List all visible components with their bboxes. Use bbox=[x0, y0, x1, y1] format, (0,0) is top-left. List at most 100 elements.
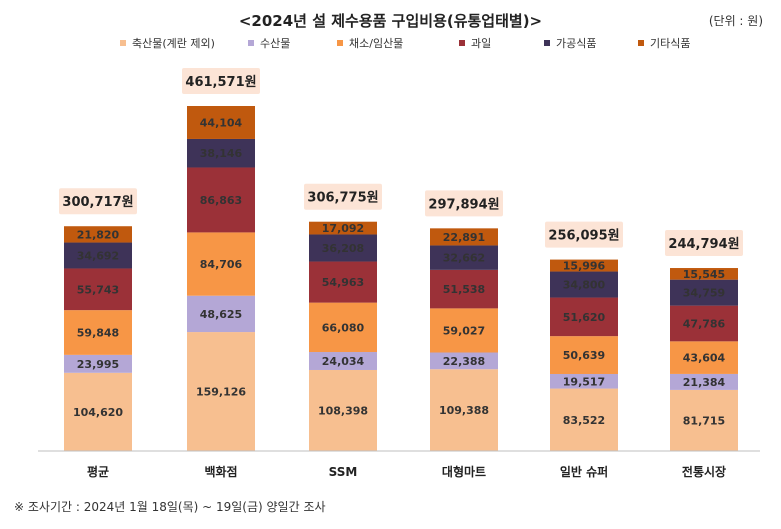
total-box-2 bbox=[182, 68, 260, 95]
segment-value-1-6: 21,820 bbox=[77, 228, 120, 241]
legend-label-2: 수산물 bbox=[260, 37, 290, 50]
segment-value-4-5: 32,662 bbox=[443, 252, 485, 265]
bar-segment-2-6 bbox=[187, 106, 255, 139]
segment-value-4-1: 109,388 bbox=[439, 404, 489, 417]
segment-value-2-4: 86,863 bbox=[200, 194, 242, 207]
segment-value-3-6: 17,092 bbox=[322, 222, 364, 235]
category-label-6: 전통시장 bbox=[682, 464, 726, 479]
bar-segment-3-5 bbox=[309, 234, 377, 262]
segment-value-2-1: 159,126 bbox=[196, 386, 246, 399]
legend-swatch-1 bbox=[120, 40, 126, 46]
bar-segment-5-5 bbox=[550, 271, 618, 298]
bar-segment-3-4 bbox=[309, 261, 377, 303]
bar-segment-2-4 bbox=[187, 167, 255, 233]
segment-value-1-5: 34,692 bbox=[77, 250, 119, 263]
category-label-4: 대형마트 bbox=[442, 464, 486, 479]
bar-segment-3-1 bbox=[309, 369, 377, 451]
legend-swatch-4 bbox=[459, 40, 465, 46]
segment-value-3-5: 36,208 bbox=[322, 242, 364, 255]
segment-value-3-1: 108,398 bbox=[318, 404, 368, 417]
chart-title: <2024년 설 제수용품 구입비용(유통업태별)> bbox=[238, 12, 543, 30]
bar-segment-5-3 bbox=[550, 336, 618, 374]
legend-swatch-6 bbox=[638, 40, 644, 46]
segment-value-4-3: 59,027 bbox=[443, 324, 485, 337]
legend: 축산물(계란 제외) 수산물 채소/임산물 과일 가공식품 기타식품 bbox=[120, 36, 690, 50]
bar-segment-5-1 bbox=[550, 388, 618, 451]
segment-value-2-3: 84,706 bbox=[200, 258, 243, 271]
bar-segment-4-2 bbox=[430, 352, 498, 370]
segment-value-3-3: 66,080 bbox=[322, 321, 365, 334]
total-box-6 bbox=[665, 230, 743, 257]
bar-segment-4-3 bbox=[430, 308, 498, 353]
total-label-6: 244,794원 bbox=[668, 237, 739, 252]
unit-label: (단위 : 원) bbox=[708, 14, 763, 28]
segment-value-6-4: 47,786 bbox=[683, 317, 726, 330]
segment-value-1-2: 23,995 bbox=[77, 358, 119, 371]
segment-value-5-4: 51,620 bbox=[563, 311, 606, 324]
segment-value-5-2: 19,517 bbox=[563, 375, 605, 388]
bar-segment-4-4 bbox=[430, 269, 498, 309]
labels: 104,620 23,995 59,848 55,743 34,692 21,820 300… bbox=[59, 68, 743, 479]
total-box-5 bbox=[545, 221, 623, 248]
category-label-3: SSM bbox=[329, 465, 358, 479]
bar-segment-3-6 bbox=[309, 221, 377, 235]
segment-value-2-5: 38,146 bbox=[200, 147, 243, 160]
bar-segment-6-4 bbox=[670, 305, 738, 342]
bar-segment-2-2 bbox=[187, 295, 255, 333]
bar-segment-4-1 bbox=[430, 369, 498, 451]
total-box-4 bbox=[425, 190, 503, 217]
bar-segment-3-3 bbox=[309, 302, 377, 353]
segment-value-5-5: 34,800 bbox=[563, 279, 606, 292]
bar-segment-4-5 bbox=[430, 245, 498, 270]
total-label-3: 306,775원 bbox=[307, 191, 378, 206]
bar-segment-1-1 bbox=[64, 372, 132, 451]
bar-segment-1-5 bbox=[64, 242, 132, 269]
bar-segment-6-2 bbox=[670, 373, 738, 390]
bar-segment-5-2 bbox=[550, 373, 618, 389]
total-box-3 bbox=[304, 183, 382, 210]
legend-swatch-2 bbox=[248, 40, 254, 46]
bar-segment-6-5 bbox=[670, 279, 738, 306]
bar-segment-2-1 bbox=[187, 332, 255, 451]
bar-segment-5-6 bbox=[550, 259, 618, 272]
category-label-2: 백화점 bbox=[204, 464, 237, 479]
legend-label-3: 채소/임산물 bbox=[349, 37, 403, 50]
segment-value-6-1: 81,715 bbox=[683, 414, 725, 427]
segment-value-2-2: 48,625 bbox=[200, 308, 242, 321]
segment-value-1-1: 104,620 bbox=[73, 406, 123, 419]
category-label-1: 평균 bbox=[87, 465, 109, 479]
total-label-5: 256,095원 bbox=[548, 229, 619, 244]
bar-segment-6-3 bbox=[670, 341, 738, 374]
legend-swatch-3 bbox=[337, 40, 343, 46]
bar-segment-1-3 bbox=[64, 310, 132, 355]
segment-value-6-5: 34,759 bbox=[683, 287, 725, 300]
total-label-4: 297,894원 bbox=[428, 197, 499, 212]
segment-value-3-4: 54,963 bbox=[322, 276, 364, 289]
total-box-1 bbox=[59, 188, 137, 215]
bar-segment-1-4 bbox=[64, 268, 132, 311]
total-label-2: 461,571원 bbox=[185, 75, 256, 90]
legend-label-4: 과일 bbox=[471, 36, 491, 50]
segment-value-1-3: 59,848 bbox=[77, 327, 119, 340]
bar-segment-2-5 bbox=[187, 138, 255, 168]
segment-value-6-3: 43,604 bbox=[683, 352, 726, 365]
segment-value-4-2: 22,388 bbox=[443, 355, 485, 368]
legend-label-5: 가공식품 bbox=[556, 37, 596, 50]
bar-segment-6-1 bbox=[670, 389, 738, 451]
segment-value-5-3: 50,639 bbox=[563, 349, 605, 362]
segment-value-6-2: 21,384 bbox=[683, 376, 726, 389]
bars bbox=[64, 106, 738, 451]
segment-value-2-6: 44,104 bbox=[200, 116, 243, 129]
bar-segment-1-2 bbox=[64, 354, 132, 373]
legend-swatch-5 bbox=[544, 40, 550, 46]
segment-value-4-6: 22,891 bbox=[443, 231, 485, 244]
footnote: ※ 조사기간 : 2024년 1월 18일(목) ~ 19일(금) 양일간 조사 bbox=[14, 500, 326, 514]
bar-segment-3-2 bbox=[309, 352, 377, 370]
segment-value-4-4: 51,538 bbox=[443, 283, 485, 296]
category-label-5: 일반 슈퍼 bbox=[560, 464, 608, 479]
segment-value-6-6: 15,545 bbox=[683, 268, 725, 281]
total-label-1: 300,717원 bbox=[62, 195, 133, 210]
bar-segment-6-6 bbox=[670, 268, 738, 280]
legend-label-1: 축산물(계란 제외) bbox=[132, 37, 215, 50]
